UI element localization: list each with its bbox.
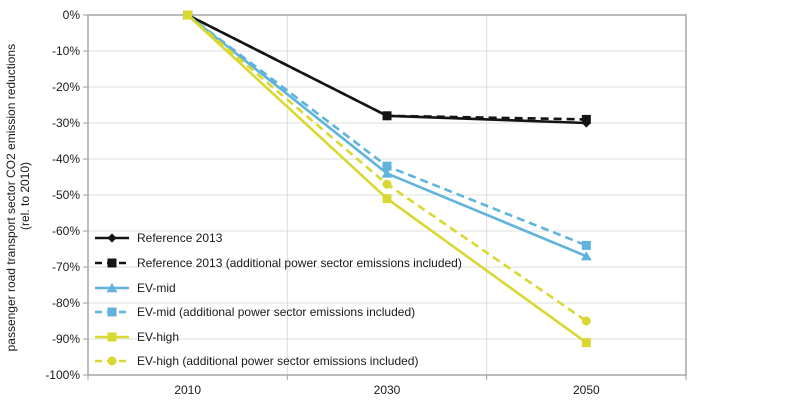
legend-label: EV-mid (additional power sector emission… — [137, 305, 416, 319]
legend-label: Reference 2013 (additional power sector … — [137, 256, 462, 270]
diamond-marker — [581, 118, 591, 128]
legend-square-marker-icon — [107, 332, 117, 342]
legend-solid-line-sample-icon — [95, 282, 129, 292]
y-tick-label: -70% — [52, 260, 80, 274]
legend-dashed-line-sample-icon — [95, 258, 129, 268]
legend-item-reference-2013: Reference 2013 — [95, 229, 222, 247]
y-tick-label: -80% — [52, 296, 80, 310]
diamond-marker — [382, 111, 392, 121]
legend-circle-marker-icon — [107, 356, 117, 366]
series-ev-high — [183, 10, 591, 348]
legend-dashed-line-sample-icon — [95, 307, 129, 317]
triangle-marker — [381, 168, 393, 178]
legend-item-ev-mid-additional-power-sector-emissions-included: EV-mid (additional power sector emission… — [95, 303, 415, 321]
legend-item-reference-2013-additional-power-sector-emissions-included: Reference 2013 (additional power sector … — [95, 254, 462, 272]
series-line-ev-mid-additional-power-sector-emissions-included — [186, 13, 587, 247]
legend-square-marker-icon — [107, 307, 117, 317]
legend-solid-line-sample-icon — [95, 233, 129, 243]
y-tick-label: -90% — [52, 332, 80, 346]
x-tick-label: 2050 — [573, 383, 600, 397]
square-marker — [382, 194, 392, 204]
plot-border — [87, 14, 687, 376]
legend-label: EV-high (additional power sector emissio… — [137, 354, 419, 368]
legend-item-ev-high: EV-high — [95, 328, 179, 346]
square-marker — [581, 338, 591, 348]
x-tick-label: 2010 — [174, 383, 201, 397]
legend-item-ev-mid: EV-mid — [95, 279, 176, 297]
legend-diamond-marker-icon — [107, 233, 117, 243]
x-tick-label: 2030 — [374, 383, 401, 397]
plot-area: 0% -10% -20% -30% -40% -50% -60% -70% -80% -90% -1… — [45, 8, 687, 397]
y-axis-title: passenger road transport sector CO2 emis… — [4, 41, 32, 352]
y-tick-label: -30% — [52, 116, 80, 130]
y-tick-label: -50% — [52, 188, 80, 202]
series-ev-mid-additional-power-sector-emissions-included — [183, 10, 591, 250]
y-tick-label: 0% — [63, 8, 81, 22]
legend-triangle-marker-icon — [106, 282, 118, 292]
circle-marker — [581, 316, 591, 326]
legend-square-marker-icon — [107, 258, 117, 268]
y-tick-label: -20% — [52, 80, 80, 94]
y-tick-label: -10% — [52, 44, 80, 58]
square-marker — [382, 161, 392, 171]
y-tick-label: -60% — [52, 224, 80, 238]
legend-label: EV-mid — [137, 280, 176, 295]
legend-solid-line-sample-icon — [95, 332, 129, 342]
y-tick-label: -40% — [52, 152, 80, 166]
legend-item-ev-high-additional-power-sector-emissions-included: EV-high (additional power sector emissio… — [95, 352, 418, 370]
legend-label: EV-high — [137, 330, 180, 344]
y-tick-label: -100% — [45, 368, 80, 382]
square-marker — [183, 10, 193, 20]
series-reference-2013 — [183, 10, 591, 128]
triangle-marker — [580, 251, 592, 261]
square-marker — [581, 240, 591, 250]
legend-dashed-line-sample-icon — [95, 356, 129, 366]
circle-marker — [382, 179, 392, 189]
legend-label: Reference 2013 — [137, 231, 223, 245]
